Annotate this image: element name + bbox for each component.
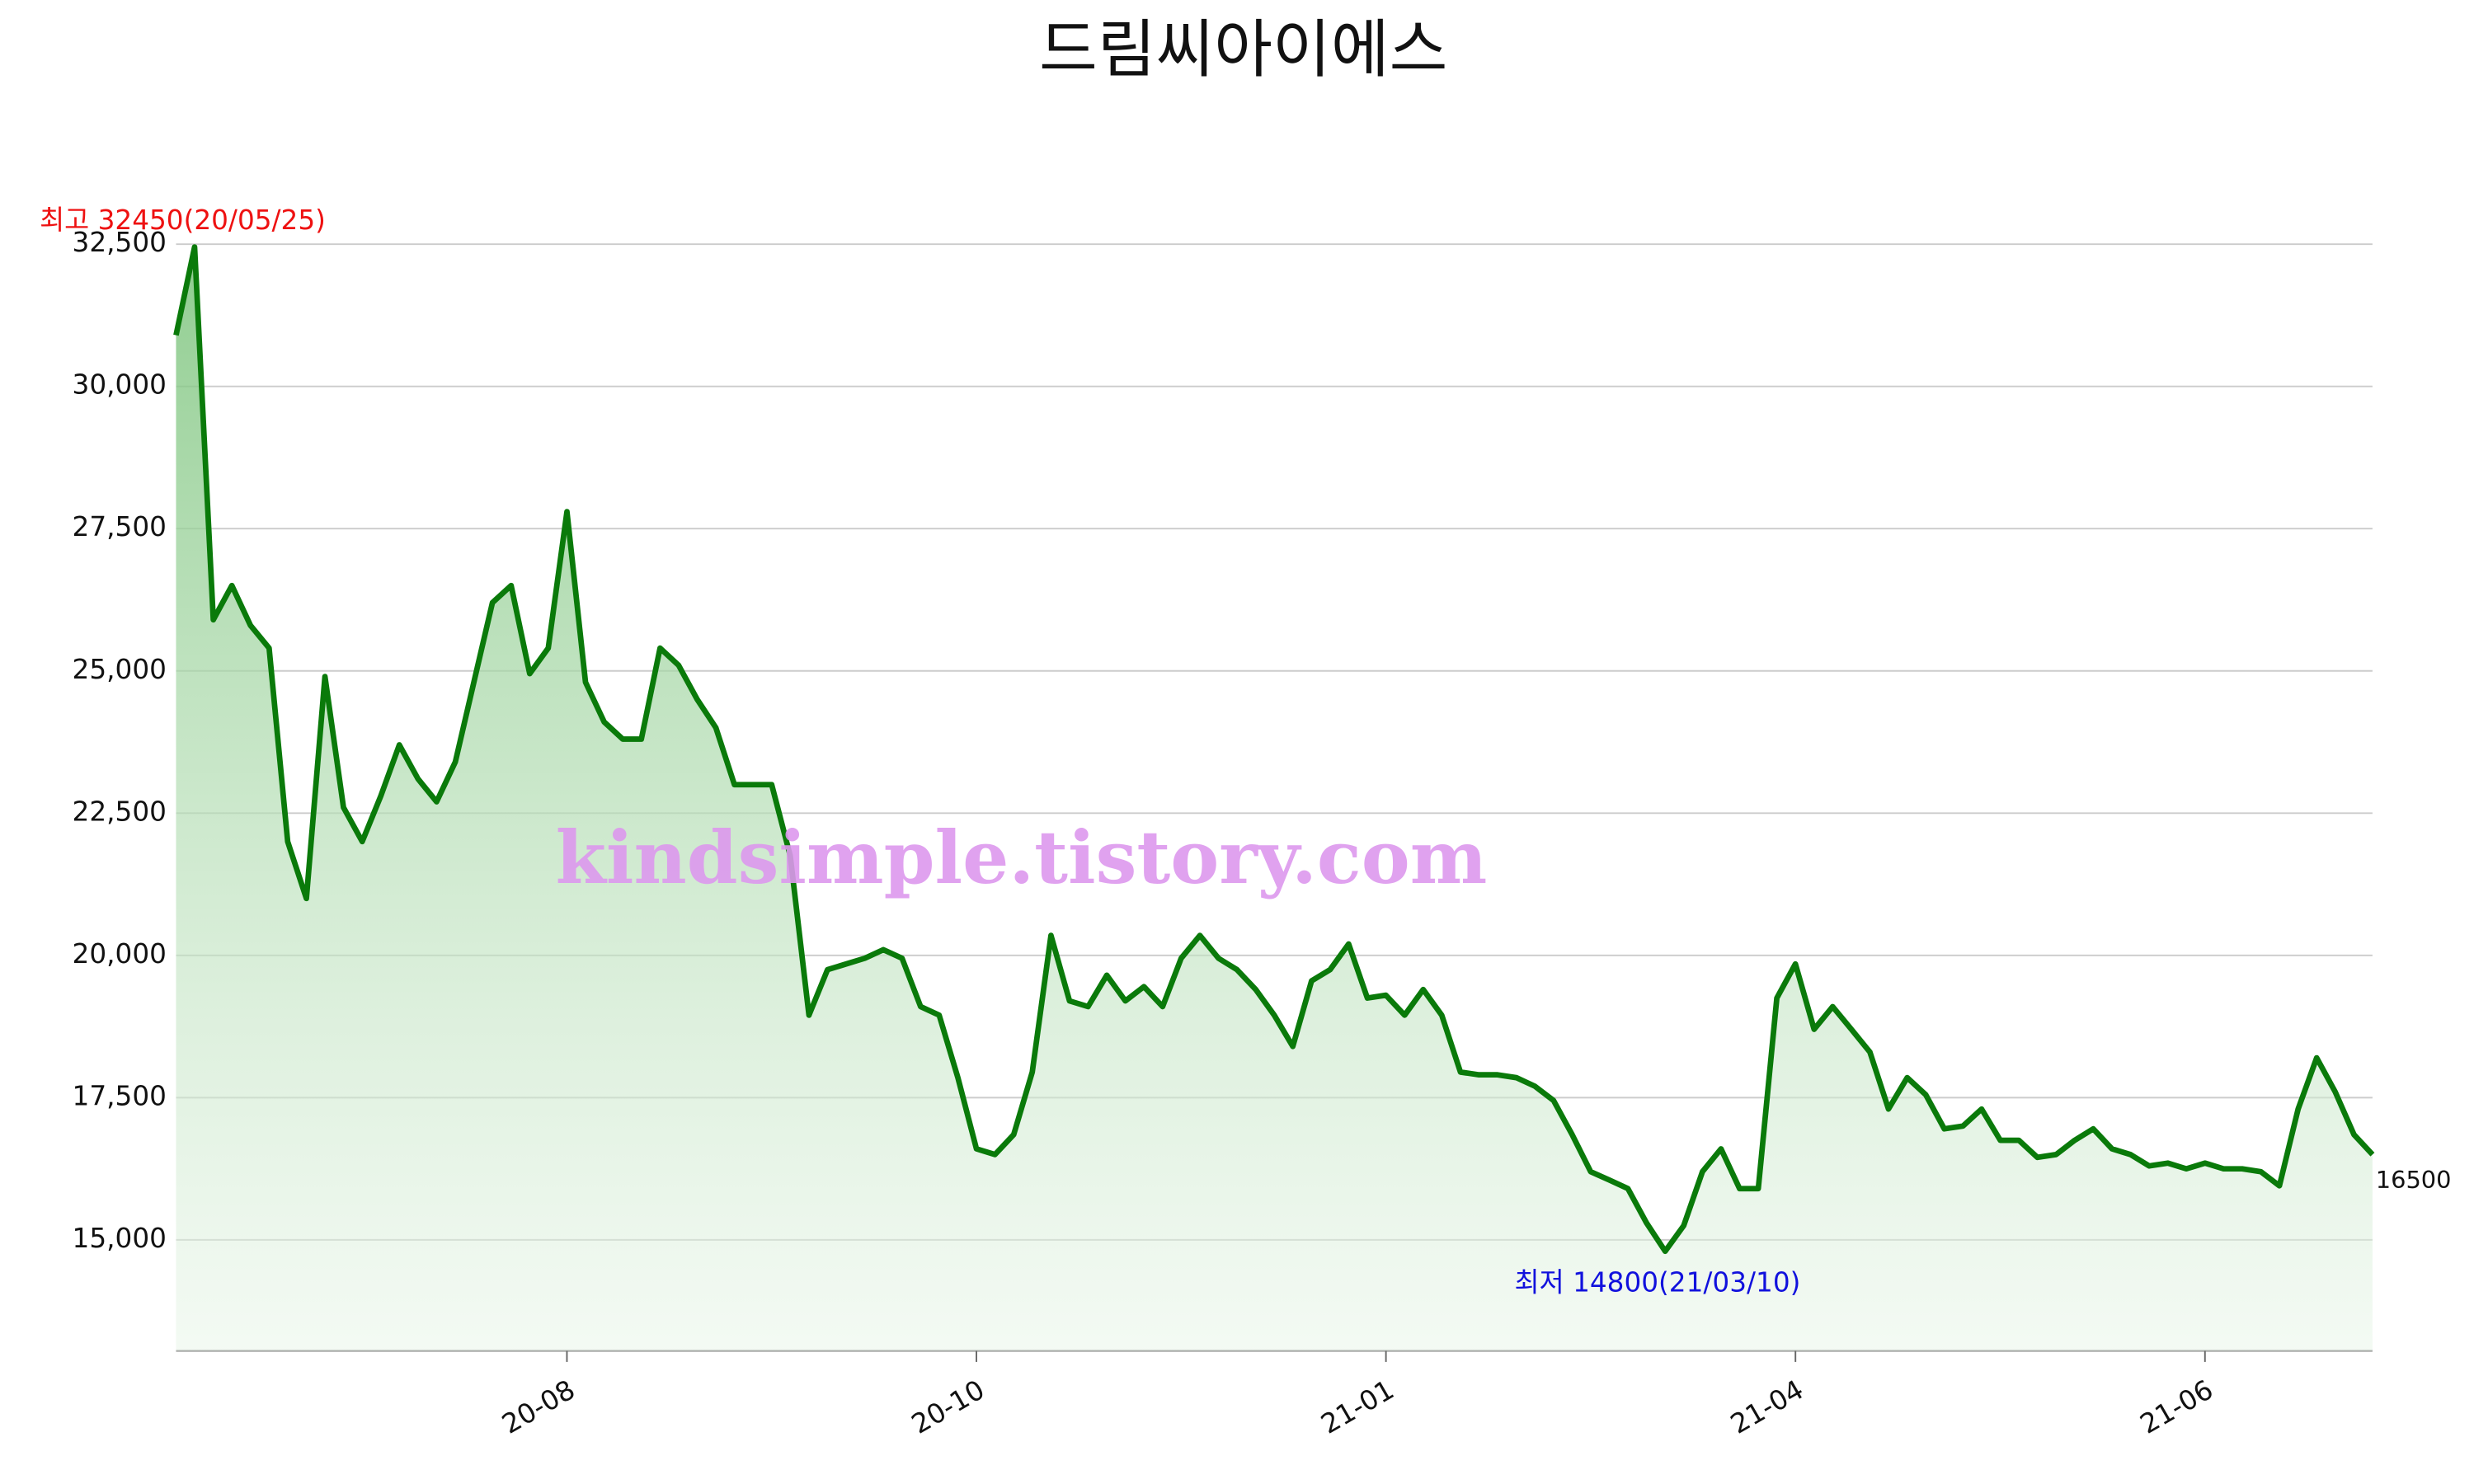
y-tick-label: 27,500 bbox=[73, 511, 167, 542]
y-tick-label: 15,000 bbox=[73, 1223, 167, 1254]
area bbox=[176, 247, 2373, 1351]
x-tick-label: 21-06 bbox=[2135, 1374, 2218, 1439]
x-tick-label: 20-10 bbox=[906, 1374, 990, 1439]
low-annotation: 최저 14800(21/03/10) bbox=[1515, 1267, 1801, 1298]
y-tick-label: 20,000 bbox=[73, 938, 167, 970]
chart-title: 드림씨아이에스 bbox=[1039, 13, 1447, 87]
plot-area: 15,000 17,500 20,000 22,500 25,000 27,500 30,0… bbox=[73, 227, 2452, 1440]
y-tick-label: 17,500 bbox=[73, 1080, 167, 1111]
y-tick-label: 22,500 bbox=[73, 796, 167, 827]
high-annotation: 최고 32450(20/05/25) bbox=[40, 204, 326, 236]
y-tick-label: 30,000 bbox=[73, 369, 167, 401]
watermark: kindsimple.tistory.com bbox=[556, 815, 1488, 900]
x-tick-label: 20-08 bbox=[496, 1374, 580, 1439]
y-tick-label: 25,000 bbox=[73, 654, 167, 685]
x-tick-label: 21-01 bbox=[1316, 1374, 1399, 1439]
line bbox=[173, 244, 2375, 1255]
y-tick-label: 32,500 bbox=[73, 227, 167, 258]
last-value-label: 16500 bbox=[2376, 1166, 2452, 1194]
x-tick-label: 21-04 bbox=[1725, 1374, 1808, 1439]
